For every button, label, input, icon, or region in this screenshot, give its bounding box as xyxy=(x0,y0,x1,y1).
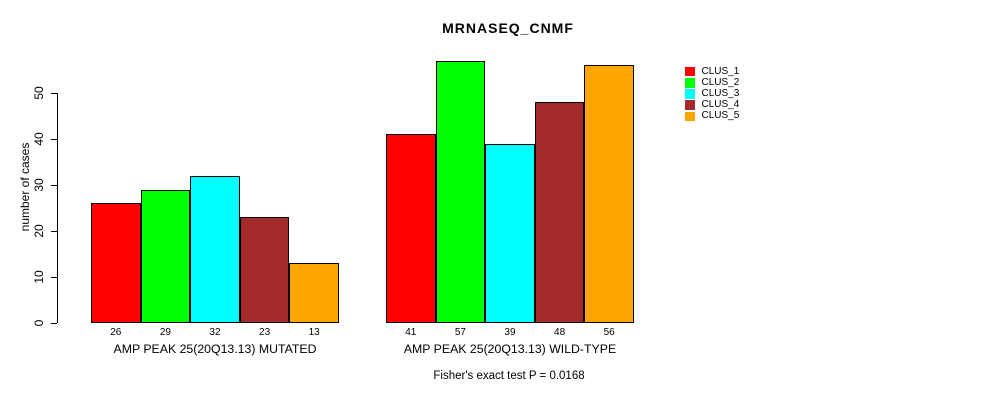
y-tick-label-text: 0 xyxy=(32,319,46,327)
bar-clus-2-group-2 xyxy=(435,60,486,323)
legend-item-clus-4: CLUS_4 xyxy=(685,100,739,111)
bar-value-label: 32 xyxy=(209,327,221,338)
bar-clus-1-group-2 xyxy=(386,134,436,323)
y-axis-title-text: number of cases xyxy=(18,142,32,232)
legend-item-clus-1: CLUS_1 xyxy=(685,66,739,77)
bar-clus-5-group-1 xyxy=(289,263,339,323)
y-tick-label-text: 20 xyxy=(32,224,46,238)
y-tick-label-text: 30 xyxy=(32,178,46,192)
bar-clus-1-group-1 xyxy=(91,203,141,323)
y-tick-mark xyxy=(51,138,57,140)
legend-swatch-icon xyxy=(685,111,695,122)
bar-value-label: 41 xyxy=(405,327,417,338)
bar-clus-4-group-1 xyxy=(239,217,290,323)
x-group-label-mutated: AMP PEAK 25(20Q13.13) MUTATED xyxy=(113,342,317,356)
bar-value-label: 29 xyxy=(159,327,171,338)
legend-swatch-icon xyxy=(685,89,695,99)
legend-item-clus-5: CLUS_5 xyxy=(685,111,739,122)
legend-label: CLUS_4 xyxy=(701,99,740,111)
y-tick-label-text: 40 xyxy=(32,132,46,146)
y-tick-mark xyxy=(51,230,57,232)
x-group-label-wild-type: AMP PEAK 25(20Q13.13) WILD-TYPE xyxy=(403,342,617,356)
bar-clus-3-group-2 xyxy=(485,143,535,323)
legend-label: CLUS_5 xyxy=(701,110,740,122)
legend-item-clus-2: CLUS_2 xyxy=(685,77,739,88)
y-tick-mark xyxy=(51,276,57,278)
y-tick-mark xyxy=(51,92,57,94)
legend: CLUS_1 CLUS_2 CLUS_3 CLUS_4 CLUS_5 xyxy=(685,66,739,122)
y-tick-mark xyxy=(51,184,57,186)
legend-label: CLUS_3 xyxy=(701,87,740,99)
bar-value-label: 56 xyxy=(603,327,615,338)
bar-value-label: 48 xyxy=(554,327,566,338)
y-axis-line xyxy=(57,93,58,323)
bar-value-label: 23 xyxy=(259,327,271,338)
y-tick-label-text: 50 xyxy=(32,86,46,100)
bar-value-label: 57 xyxy=(454,327,466,338)
bar-clus-2-group-1 xyxy=(140,189,191,323)
legend-swatch-icon xyxy=(685,100,695,110)
legend-label: CLUS_2 xyxy=(701,76,740,88)
legend-label: CLUS_1 xyxy=(701,65,740,77)
bar-clus-4-group-2 xyxy=(534,102,585,323)
bar-value-label: 13 xyxy=(308,327,320,338)
legend-swatch-icon xyxy=(685,78,695,88)
y-tick-label-text: 10 xyxy=(32,270,46,284)
y-tick-mark xyxy=(51,322,57,324)
bar-clus-3-group-1 xyxy=(190,175,240,323)
legend-item-clus-3: CLUS_3 xyxy=(685,88,739,99)
bar-clus-5-group-2 xyxy=(584,65,634,323)
chart-title: MRNASEQ_CNMF xyxy=(442,20,574,36)
bar-value-label: 26 xyxy=(110,327,122,338)
legend-swatch-icon xyxy=(685,66,695,77)
fisher-test-annotation: Fisher's exact test P = 0.0168 xyxy=(433,370,585,382)
bar-value-label: 39 xyxy=(504,327,516,338)
